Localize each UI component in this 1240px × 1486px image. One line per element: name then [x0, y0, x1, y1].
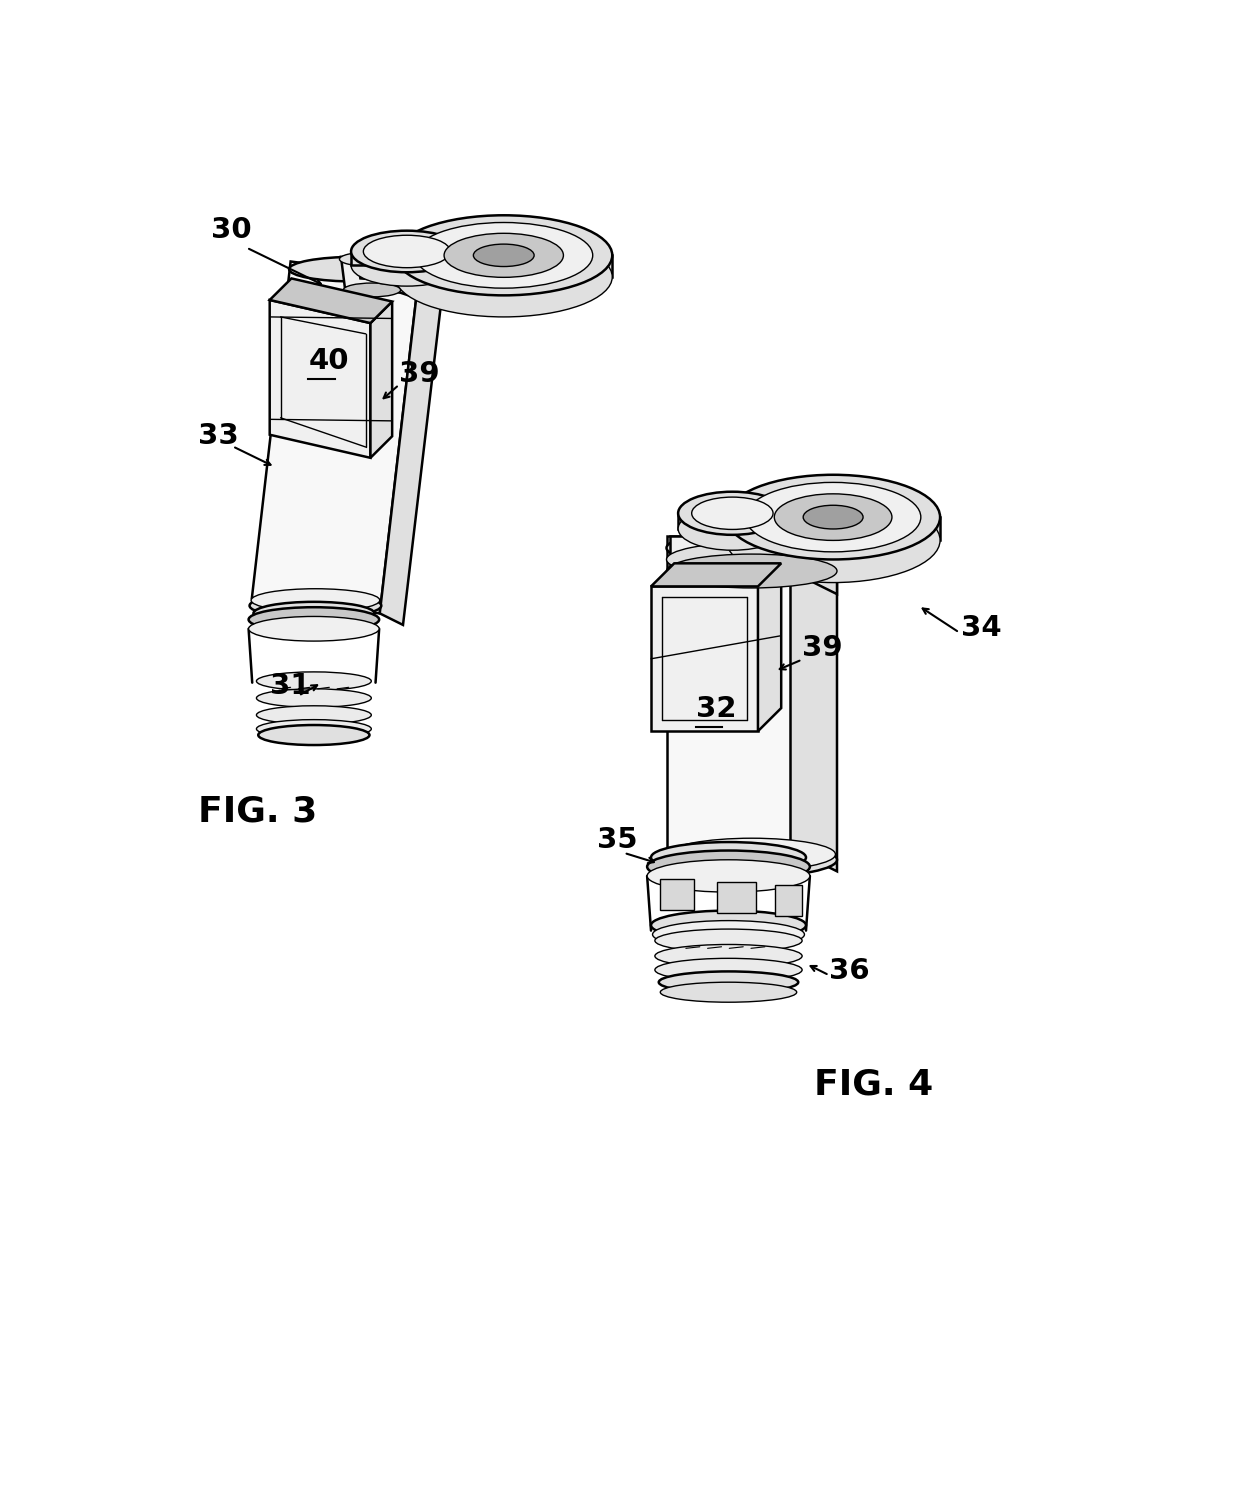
- Ellipse shape: [257, 719, 371, 739]
- Polygon shape: [717, 883, 755, 912]
- Polygon shape: [351, 251, 463, 266]
- Ellipse shape: [257, 706, 371, 724]
- Ellipse shape: [249, 593, 382, 618]
- Polygon shape: [396, 262, 423, 300]
- Polygon shape: [678, 513, 786, 529]
- Ellipse shape: [651, 843, 806, 872]
- Polygon shape: [357, 251, 461, 287]
- Ellipse shape: [289, 257, 420, 281]
- Ellipse shape: [658, 972, 799, 993]
- Ellipse shape: [678, 507, 786, 550]
- Ellipse shape: [651, 911, 806, 939]
- Ellipse shape: [667, 531, 837, 565]
- Ellipse shape: [667, 554, 837, 588]
- Ellipse shape: [396, 215, 613, 296]
- Polygon shape: [651, 587, 758, 731]
- Ellipse shape: [678, 492, 786, 535]
- Ellipse shape: [248, 608, 379, 632]
- Ellipse shape: [692, 498, 773, 529]
- Ellipse shape: [655, 945, 802, 967]
- Ellipse shape: [258, 725, 370, 744]
- Ellipse shape: [774, 493, 892, 541]
- Text: 31: 31: [270, 672, 310, 700]
- Polygon shape: [791, 536, 837, 871]
- Polygon shape: [270, 278, 392, 322]
- Polygon shape: [671, 536, 791, 571]
- Ellipse shape: [343, 282, 401, 297]
- Ellipse shape: [655, 958, 802, 981]
- Polygon shape: [727, 517, 940, 541]
- Polygon shape: [667, 536, 791, 849]
- Text: 34: 34: [961, 615, 1002, 642]
- Ellipse shape: [655, 929, 802, 953]
- Text: 39: 39: [399, 361, 440, 388]
- Text: 33: 33: [197, 422, 238, 450]
- Ellipse shape: [668, 838, 836, 871]
- Polygon shape: [270, 300, 371, 458]
- Text: 36: 36: [830, 957, 870, 985]
- Text: 35: 35: [596, 826, 637, 854]
- Ellipse shape: [667, 542, 837, 577]
- Polygon shape: [775, 886, 802, 915]
- Polygon shape: [379, 278, 441, 626]
- Ellipse shape: [351, 230, 463, 272]
- Ellipse shape: [253, 602, 374, 626]
- Ellipse shape: [444, 233, 563, 278]
- Ellipse shape: [745, 483, 921, 551]
- Ellipse shape: [647, 860, 810, 892]
- Polygon shape: [371, 302, 392, 458]
- Polygon shape: [458, 259, 485, 296]
- Polygon shape: [341, 257, 399, 293]
- Text: 40: 40: [309, 348, 348, 376]
- Ellipse shape: [414, 223, 593, 288]
- Ellipse shape: [804, 505, 863, 529]
- Ellipse shape: [250, 588, 379, 612]
- Ellipse shape: [257, 690, 371, 707]
- Ellipse shape: [340, 253, 397, 266]
- Polygon shape: [660, 880, 693, 909]
- Ellipse shape: [727, 498, 940, 583]
- Polygon shape: [791, 536, 837, 594]
- Text: 39: 39: [802, 633, 843, 661]
- Polygon shape: [651, 563, 781, 587]
- Ellipse shape: [667, 843, 837, 877]
- Polygon shape: [396, 256, 613, 276]
- Text: FIG. 3: FIG. 3: [197, 795, 317, 828]
- Ellipse shape: [474, 244, 534, 266]
- Text: FIG. 4: FIG. 4: [813, 1067, 932, 1101]
- Polygon shape: [252, 262, 419, 614]
- Text: 30: 30: [211, 217, 252, 244]
- Ellipse shape: [647, 850, 810, 883]
- Ellipse shape: [351, 245, 463, 287]
- Ellipse shape: [396, 236, 613, 317]
- Ellipse shape: [727, 474, 940, 559]
- Ellipse shape: [363, 235, 450, 267]
- Ellipse shape: [248, 617, 379, 640]
- Ellipse shape: [257, 672, 371, 691]
- Ellipse shape: [652, 921, 805, 948]
- Ellipse shape: [660, 982, 797, 1002]
- Text: 32: 32: [696, 695, 737, 724]
- Polygon shape: [758, 563, 781, 731]
